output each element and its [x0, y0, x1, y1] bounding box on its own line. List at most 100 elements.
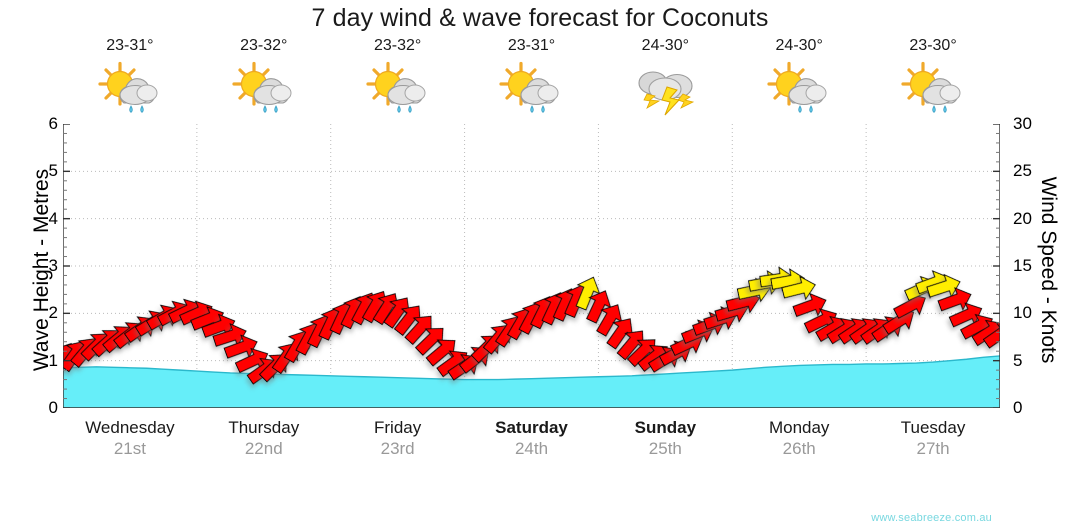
wind-arrows [63, 266, 1000, 385]
y-tick-left: 4 [48, 208, 58, 228]
day-name: Monday [768, 418, 830, 437]
cloud-shape [253, 78, 292, 106]
day-date: 25th [648, 438, 682, 458]
y-tick-left: 1 [48, 350, 58, 370]
y-tick-right: 30 [1013, 114, 1032, 133]
thunderstorm-icon [638, 71, 695, 116]
day-name: Saturday [495, 418, 568, 437]
day-footer[interactable]: Sunday 25th [598, 418, 732, 459]
day-date: 24th [514, 438, 549, 458]
raindrops [932, 105, 947, 113]
wave-height-area [63, 355, 1000, 408]
wind-arrow-glyph [982, 321, 1000, 349]
y-tick-left: 3 [48, 256, 58, 275]
plot-area: www.seabreeze.com.au [63, 124, 1000, 524]
wind-arrow-glyph [937, 287, 972, 312]
day-header: 23-31° [63, 38, 197, 120]
temperature-range: 24-30° [775, 37, 823, 54]
wind-arrow [982, 321, 1000, 349]
wave-height-line [63, 355, 1000, 381]
day-header: 23-32° [197, 38, 331, 120]
sun-cloud-rain-icon [366, 61, 426, 113]
cloud-shape [788, 78, 827, 106]
day-header: 23-31° [465, 38, 599, 120]
day-header: 24-30° [598, 38, 732, 120]
raindrops [798, 105, 813, 113]
day-footer[interactable]: Wednesday 21st [63, 418, 197, 459]
weather-icon [732, 60, 866, 120]
watermark: www.seabreeze.com.au [871, 512, 992, 524]
wind-arrow [792, 292, 827, 318]
sun-cloud-rain-icon [232, 61, 292, 113]
wind-arrow [781, 275, 816, 301]
cloud-shape [520, 78, 559, 106]
day-date: 21st [113, 438, 146, 458]
day-date: 23rd [380, 438, 415, 458]
day-date: 22nd [244, 438, 283, 458]
day-footer[interactable]: Tuesday 27th [866, 418, 1000, 459]
wind-arrow [937, 287, 972, 312]
day-header: 24-30° [732, 38, 866, 120]
temperature-range: 23-31° [507, 37, 556, 54]
temperature-range: 23-32° [373, 37, 422, 54]
sun-cloud-rain-icon [499, 61, 559, 113]
day-name: Wednesday [85, 418, 175, 437]
day-header: 23-30° [866, 38, 1000, 120]
wind-arrow [586, 290, 612, 324]
day-footer[interactable]: Saturday 24th [465, 418, 599, 459]
raindrops [396, 105, 412, 113]
axis-frame [63, 124, 1000, 408]
day-header: 23-32° [331, 38, 465, 120]
lightning-bolts [643, 86, 695, 116]
weather-icon [197, 60, 331, 120]
raindrops [263, 105, 278, 113]
weather-icon [331, 60, 465, 120]
y-tick-right: 20 [1013, 208, 1032, 228]
y-tick-right: 0 [1013, 398, 1023, 417]
weather-icon [866, 60, 1000, 120]
sun-cloud-rain-icon [901, 61, 961, 113]
y-tick-left: 0 [48, 398, 58, 417]
wind-arrow [575, 276, 601, 311]
cloud-shape [922, 78, 961, 106]
day-footer[interactable]: Friday 23rd [331, 418, 465, 459]
forecast-plot-svg [63, 124, 1000, 408]
page-title: 7 day wind & wave forecast for Coconuts [311, 4, 769, 32]
wind-arrow-glyph [575, 276, 601, 311]
weather-icon [465, 60, 599, 120]
day-date: 27th [916, 438, 950, 458]
y-tick-right: 10 [1013, 303, 1032, 323]
wind-arrow-glyph [586, 290, 612, 324]
cloud-shape [638, 71, 693, 101]
raindrops [530, 105, 546, 113]
sun-cloud-rain-icon [98, 61, 158, 113]
day-name: Sunday [634, 418, 697, 437]
raindrops [129, 105, 144, 113]
wind-arrow [223, 334, 258, 359]
y-tick-left: 5 [48, 161, 58, 181]
sun-cloud-rain-icon [767, 61, 827, 113]
temperature-range: 23-31° [106, 37, 154, 54]
wave-height-fill [63, 355, 1000, 408]
wind-arrow-glyph [781, 275, 816, 301]
y-tick-right: 25 [1013, 161, 1032, 181]
y-tick-left: 2 [48, 303, 58, 323]
y-tick-right: 15 [1013, 256, 1032, 275]
temperature-range: 23-32° [240, 37, 288, 54]
day-name: Friday [374, 418, 422, 437]
day-date: 26th [782, 438, 816, 458]
cloud-shape [119, 78, 158, 106]
day-name: Thursday [228, 418, 300, 437]
y-tick-right: 5 [1013, 350, 1023, 370]
day-name: Tuesday [900, 418, 966, 437]
cloud-shape [387, 78, 426, 106]
day-footer[interactable]: Thursday 22nd [197, 418, 331, 459]
temperature-range: 24-30° [641, 37, 689, 54]
weather-forecast-chart: 7 day wind & wave forecast for Coconuts … [30, 4, 1060, 524]
weather-icon [598, 60, 732, 120]
wind-arrow-glyph [223, 334, 258, 359]
temperature-range: 23-30° [909, 37, 957, 54]
day-footer[interactable]: Monday 26th [732, 418, 866, 459]
weather-icon [63, 60, 197, 120]
y-tick-left: 6 [48, 114, 58, 133]
